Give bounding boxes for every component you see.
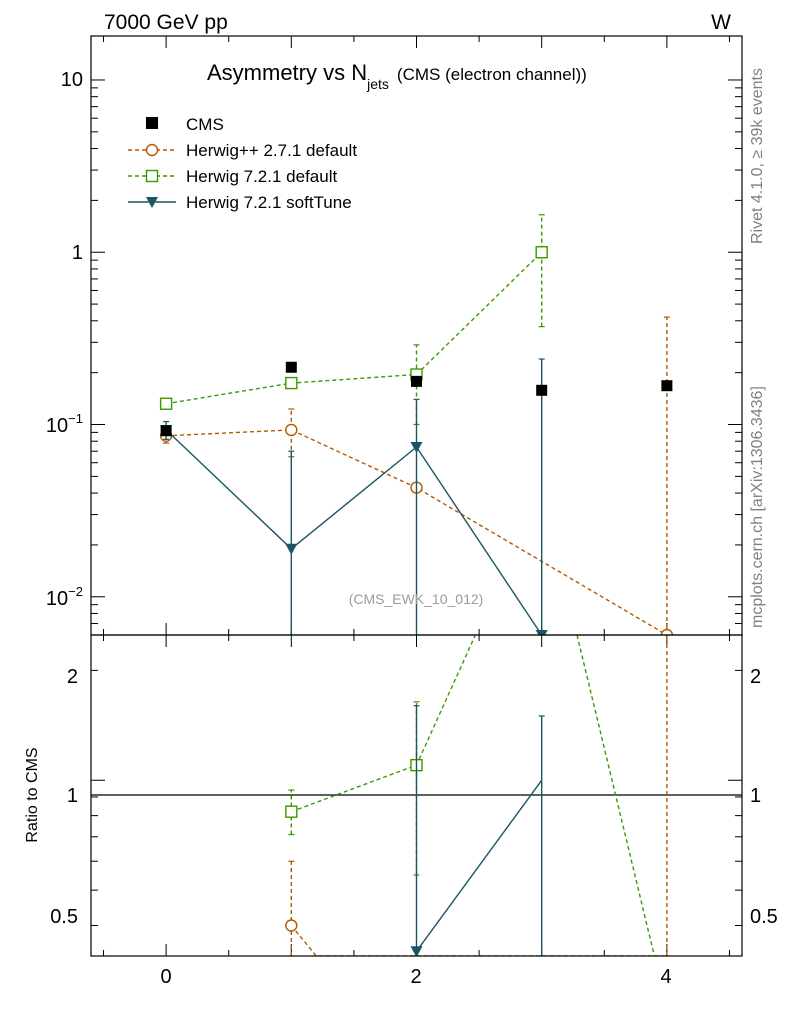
series-line-herwig721 [165,251,543,405]
y-tick-label-0.01: 10−2 [46,584,83,610]
point-herwigpp [660,628,674,635]
main-series [159,214,674,635]
y-tick-label-0.1: 10−1 [46,411,83,437]
ratio-y-tick-right-2: 2 [750,666,761,688]
x-tick-label-0: 0 [160,966,171,988]
legend-label-cms: CMS [186,115,224,134]
ratio-y-tick-left-2: 2 [67,666,78,688]
ratio-y-axis-label: Ratio to CMS [24,747,41,842]
y-tick-base-0.01: 10 [46,588,68,610]
x-tick-label-4: 4 [660,966,671,988]
header-left: 7000 GeV pp [104,11,228,34]
point-herwigpp [285,423,298,437]
point-softtune [410,442,423,454]
point-herwig721 [159,397,173,410]
point-herwig721 [285,805,298,818]
ratio-y-tick-left-1: 1 [67,785,78,807]
ratio-frame [90,634,743,957]
point-data [411,375,422,387]
rivet-label: Rivet 4.1.0, ≥ 39k events [749,68,766,244]
y-tick-exp-0.01: −2 [68,584,83,599]
series-line-herwig721 [291,635,656,956]
y-tick-exp-0.1: −1 [68,411,83,426]
series-line-softtune [415,779,543,952]
point-data [661,380,673,392]
point-data [160,425,172,437]
point-softtune [535,630,548,635]
legend: CMS Herwig++ 2.7.1 default Herwig 7.2.1 … [128,115,357,212]
legend-marker-cms [146,117,158,129]
legend-label-softtune: Herwig 7.2.1 softTune [186,193,352,212]
ratio-y-tick-right-1: 1 [750,785,761,807]
chart-title: Asymmetry vs Njets (CMS (electron channel… [207,60,587,92]
series-line-softtune [165,429,543,635]
ratio-panel: 2 1 0.5 2 1 0.5 Ratio to CMS 0 2 4 [24,634,778,988]
legend-marker-softtune [146,197,158,208]
ratio-y-tick-left-0.5: 0.5 [50,906,78,928]
point-softtune [410,946,423,956]
y-tick-label-1: 1 [72,242,83,264]
y-tick-base-0.1: 10 [46,415,68,437]
header-right: W [711,11,731,34]
mcplots-label: mcplots.cern.ch [arXiv:1306.3436] [749,386,766,628]
point-softtune [285,543,298,555]
legend-label-herwigpp: Herwig++ 2.7.1 default [186,141,357,160]
analysis-watermark: (CMS_EWK_10_012) [349,591,484,607]
ratio-y-tick-right-0.5: 0.5 [750,906,778,928]
ratio-series [285,635,670,956]
legend-marker-herwig721 [145,169,159,183]
point-data [285,361,297,373]
point-herwig721 [285,376,298,390]
point-herwigpp [285,919,298,932]
legend-marker-herwigpp [145,143,159,157]
title-main: Asymmetry vs N [207,60,367,85]
y-tick-label-10: 10 [61,69,83,91]
title-sub: jets [366,76,389,92]
point-herwig721 [535,246,548,259]
point-data [536,384,548,396]
legend-label-herwig721: Herwig 7.2.1 default [186,167,337,186]
title-extra: (CMS (electron channel)) [397,65,587,84]
main-panel: 10 1 10−1 10−2 Asymmetry vs Njets (CMS (e… [46,35,743,636]
x-tick-label-2: 2 [410,966,421,988]
main-y-tick-labels: 10 1 10−1 10−2 [46,69,83,610]
